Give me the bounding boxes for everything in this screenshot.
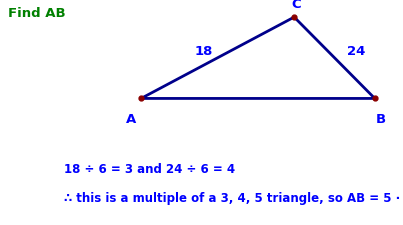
Text: 24: 24 xyxy=(347,45,365,58)
Text: B: B xyxy=(376,112,386,126)
Text: 18 ÷ 6 = 3 and 24 ÷ 6 = 4: 18 ÷ 6 = 3 and 24 ÷ 6 = 4 xyxy=(64,162,236,175)
Text: ∴ this is a multiple of a 3, 4, 5 triangle, so AB = 5 · 6 or 30!: ∴ this is a multiple of a 3, 4, 5 triang… xyxy=(64,191,403,205)
Text: C: C xyxy=(291,0,301,11)
Text: Find AB: Find AB xyxy=(8,7,66,20)
Text: A: A xyxy=(126,112,136,126)
Text: 18: 18 xyxy=(194,45,213,58)
